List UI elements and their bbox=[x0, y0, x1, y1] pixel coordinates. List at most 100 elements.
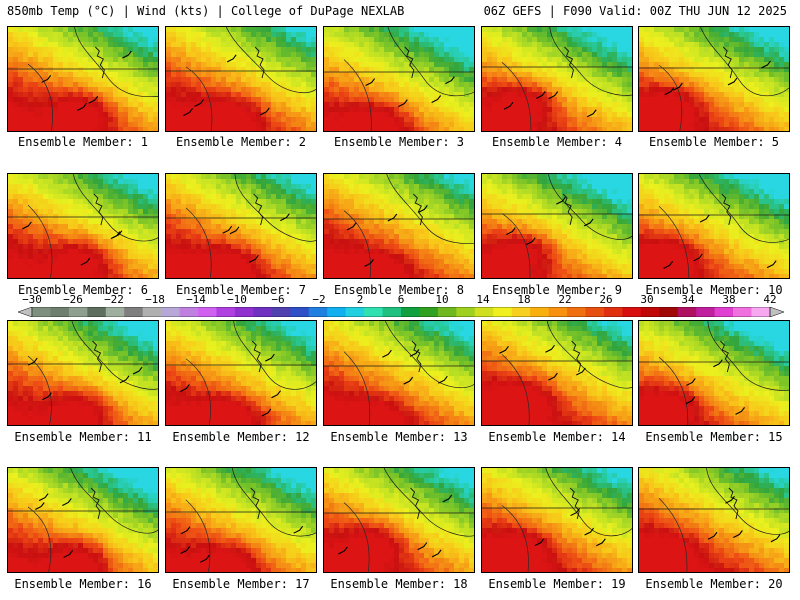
colorbar-tick-label: 18 bbox=[517, 293, 531, 306]
map-title: 850mb Temp (°C) | Wind (kts) | College o… bbox=[7, 4, 405, 18]
ensemble-map-panel bbox=[638, 26, 790, 132]
wind-barb bbox=[260, 107, 270, 116]
colorbar-tick-label: −30 bbox=[22, 293, 42, 306]
wind-barb bbox=[536, 91, 546, 99]
temperature-map bbox=[8, 27, 158, 131]
colorbar-swatch bbox=[32, 307, 51, 317]
temperature-colorbar: −30 −26 −22 −18 −14 −10 −6 −2 2 6 10 14 18 22 26 30 34 38… bbox=[0, 294, 800, 320]
ensemble-map-panel bbox=[323, 320, 475, 426]
colorbar-swatch bbox=[511, 307, 531, 317]
wind-barb bbox=[556, 196, 566, 205]
temperature-map bbox=[482, 27, 632, 131]
wind-barb bbox=[713, 359, 723, 368]
colorbar-swatch bbox=[419, 307, 439, 317]
wind-barb bbox=[707, 531, 718, 540]
wind-barb bbox=[249, 254, 259, 263]
ensemble-map-panel bbox=[323, 173, 475, 279]
temperature-map bbox=[639, 174, 789, 278]
colorbar-swatch bbox=[751, 307, 771, 317]
ensemble-member-label: Ensemble Member: 4 bbox=[491, 135, 623, 149]
colorbar-swatch bbox=[548, 307, 568, 317]
wind-barb bbox=[499, 345, 509, 354]
wind-barb bbox=[293, 525, 304, 534]
wind-barb bbox=[38, 493, 49, 502]
colorbar-swatch bbox=[234, 307, 254, 317]
ensemble-map-panel bbox=[323, 26, 475, 132]
colorbar-swatch bbox=[271, 307, 291, 317]
temperature-map bbox=[166, 27, 316, 131]
wind-barb bbox=[431, 549, 442, 558]
ensemble-member-label: Ensemble Member: 9 bbox=[491, 283, 623, 297]
ensemble-member-label: Ensemble Member: 1 bbox=[17, 135, 149, 149]
wind-barb bbox=[77, 103, 87, 111]
wind-barb bbox=[222, 225, 233, 234]
colorbar-tick-label: 14 bbox=[476, 293, 490, 306]
colorbar-swatch bbox=[603, 307, 623, 317]
wind-barb bbox=[261, 408, 272, 417]
wind-barb bbox=[132, 366, 143, 375]
wind-barb bbox=[445, 76, 455, 85]
wind-barb bbox=[80, 257, 91, 266]
ensemble-map-panel bbox=[481, 467, 633, 573]
ensemble-map-panel bbox=[481, 320, 633, 426]
wind-barb bbox=[735, 407, 745, 415]
wind-barb bbox=[548, 372, 558, 381]
colorbar-tick-label: 10 bbox=[435, 293, 449, 306]
wind-barb bbox=[699, 214, 710, 223]
temperature-map bbox=[324, 321, 474, 425]
ensemble-member-label: Ensemble Member: 18 bbox=[330, 577, 468, 591]
wind-barb bbox=[417, 542, 428, 551]
wind-barb bbox=[88, 95, 99, 104]
wind-barb bbox=[22, 221, 32, 230]
ensemble-map-panel bbox=[165, 467, 317, 573]
ensemble-member-label: Ensemble Member: 20 bbox=[645, 577, 783, 591]
ensemble-map-panel bbox=[638, 320, 790, 426]
ensemble-member-label: Ensemble Member: 5 bbox=[648, 135, 780, 149]
wind-barb bbox=[346, 222, 357, 231]
colorbar-tick-labels: −30 −26 −22 −18 −14 −10 −6 −2 2 6 10 14 18 22 26 30 34 38… bbox=[0, 294, 800, 306]
temperature-map bbox=[639, 321, 789, 425]
temperature-map bbox=[8, 321, 158, 425]
colorbar-swatch bbox=[216, 307, 236, 317]
colorbar-swatch bbox=[364, 307, 383, 317]
wind-barb bbox=[506, 227, 516, 236]
wind-barb bbox=[727, 77, 738, 86]
ensemble-member-label: Ensemble Member: 16 bbox=[14, 577, 152, 591]
colorbar-tick-label: −10 bbox=[227, 293, 247, 306]
wind-barb bbox=[418, 205, 428, 213]
colorbar-tick-label: −2 bbox=[312, 293, 326, 306]
wind-barb bbox=[41, 74, 52, 83]
ensemble-member-label: Ensemble Member: 3 bbox=[333, 135, 465, 149]
wind-barb bbox=[503, 101, 514, 110]
colorbar-swatch bbox=[696, 307, 715, 317]
wind-barb bbox=[63, 550, 74, 558]
wind-barb bbox=[584, 527, 595, 536]
colorbar-tick-label: −14 bbox=[186, 293, 206, 306]
colorbar-tick-label: 34 bbox=[681, 293, 695, 306]
model-valid-time: 06Z GEFS | F090 Valid: 00Z THU JUN 12 20… bbox=[483, 4, 787, 18]
wind-barb bbox=[365, 78, 376, 87]
colorbar-tick-label: 22 bbox=[558, 293, 572, 306]
wind-barb bbox=[265, 353, 275, 362]
colorbar-tick-label: 6 bbox=[397, 293, 405, 306]
wind-barb bbox=[685, 396, 696, 405]
ensemble-member-label: Ensemble Member: 7 bbox=[175, 283, 307, 297]
ensemble-map-panel bbox=[481, 26, 633, 132]
ensemble-member-label: Ensemble Member: 8 bbox=[333, 283, 465, 297]
colorbar-swatch bbox=[567, 307, 586, 317]
temperature-map bbox=[324, 27, 474, 131]
wind-barb bbox=[180, 546, 191, 554]
colorbar-swatch bbox=[68, 307, 88, 317]
temperature-map bbox=[166, 468, 316, 572]
colorbar-tick-label: 42 bbox=[763, 293, 777, 306]
ensemble-map-panel bbox=[638, 467, 790, 573]
colorbar-swatch bbox=[50, 307, 70, 317]
wind-barb bbox=[229, 226, 240, 235]
temperature-map bbox=[166, 174, 316, 278]
colorbar-tick-label: −26 bbox=[63, 293, 83, 306]
colorbar-swatch bbox=[198, 307, 217, 317]
wind-barb bbox=[596, 538, 606, 547]
wind-barb bbox=[686, 378, 696, 386]
colorbar-swatch bbox=[308, 307, 328, 317]
wind-barb bbox=[576, 367, 586, 376]
